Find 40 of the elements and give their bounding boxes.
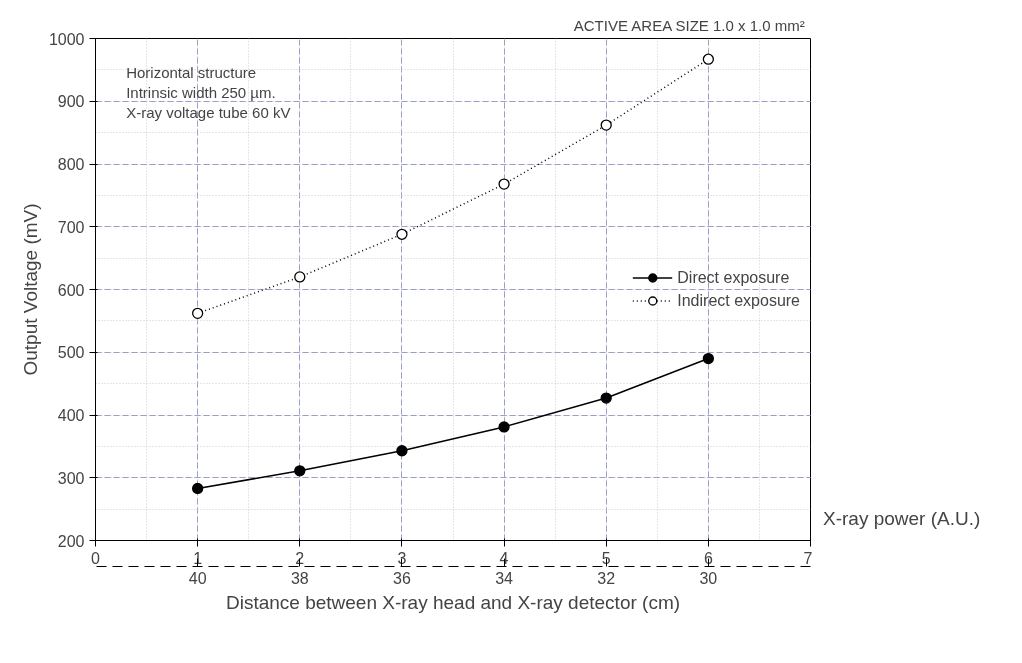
y-tick-label: 800	[57, 156, 85, 173]
x-tick-label: 0	[91, 549, 101, 567]
x2-tick-label: 30	[699, 569, 718, 587]
x2-tick-label: 32	[597, 569, 616, 587]
x-tick-label: 6	[703, 549, 713, 567]
y-tick-label: 700	[57, 218, 85, 236]
y-tick-label: 600	[57, 281, 85, 299]
point	[191, 482, 204, 495]
point	[294, 271, 306, 283]
x-tick-label: 7	[803, 549, 813, 567]
point	[191, 307, 204, 319]
legend-label: Direct exposure	[677, 268, 790, 287]
point	[702, 352, 715, 365]
y-tick-label: 300	[57, 469, 85, 487]
x2-tick-label: 36	[393, 569, 411, 587]
x2-tick-label: 34	[495, 569, 514, 587]
y-tick-label: 500	[57, 344, 85, 362]
point	[600, 119, 612, 131]
x-tick-label: 5	[601, 549, 611, 567]
point	[396, 445, 408, 457]
x-axis-title: X-ray power (A.U.)	[823, 508, 981, 530]
annotation: Horizontal structure Intrinsic width 250 µm. X-ray voltage tube 60 kV	[126, 63, 291, 122]
y-axis-title: Output Voltage (mV)	[19, 203, 41, 376]
point	[600, 392, 612, 404]
point	[702, 53, 715, 65]
y-tick-label: 900	[57, 93, 85, 111]
point	[294, 465, 306, 477]
x-tick-label: 3	[397, 549, 407, 567]
legend-label: Indirect exposure	[677, 291, 800, 310]
x2-axis-title: Distance between X-ray head and X-ray detector (cm)	[225, 591, 681, 613]
y-tick-label: 1000	[48, 30, 85, 48]
y-tick-label: 400	[57, 407, 85, 424]
x2-tick-label: 40	[188, 569, 207, 587]
x-tick-label: 4	[499, 549, 509, 567]
y-tick-label: 200	[57, 532, 85, 550]
point	[498, 178, 510, 190]
point	[498, 421, 510, 433]
point	[396, 228, 408, 240]
x2-tick-label: 38	[290, 569, 309, 587]
chart-title: ACTIVE AREA SIZE 1.0 x 1.0 mm²	[573, 16, 805, 34]
